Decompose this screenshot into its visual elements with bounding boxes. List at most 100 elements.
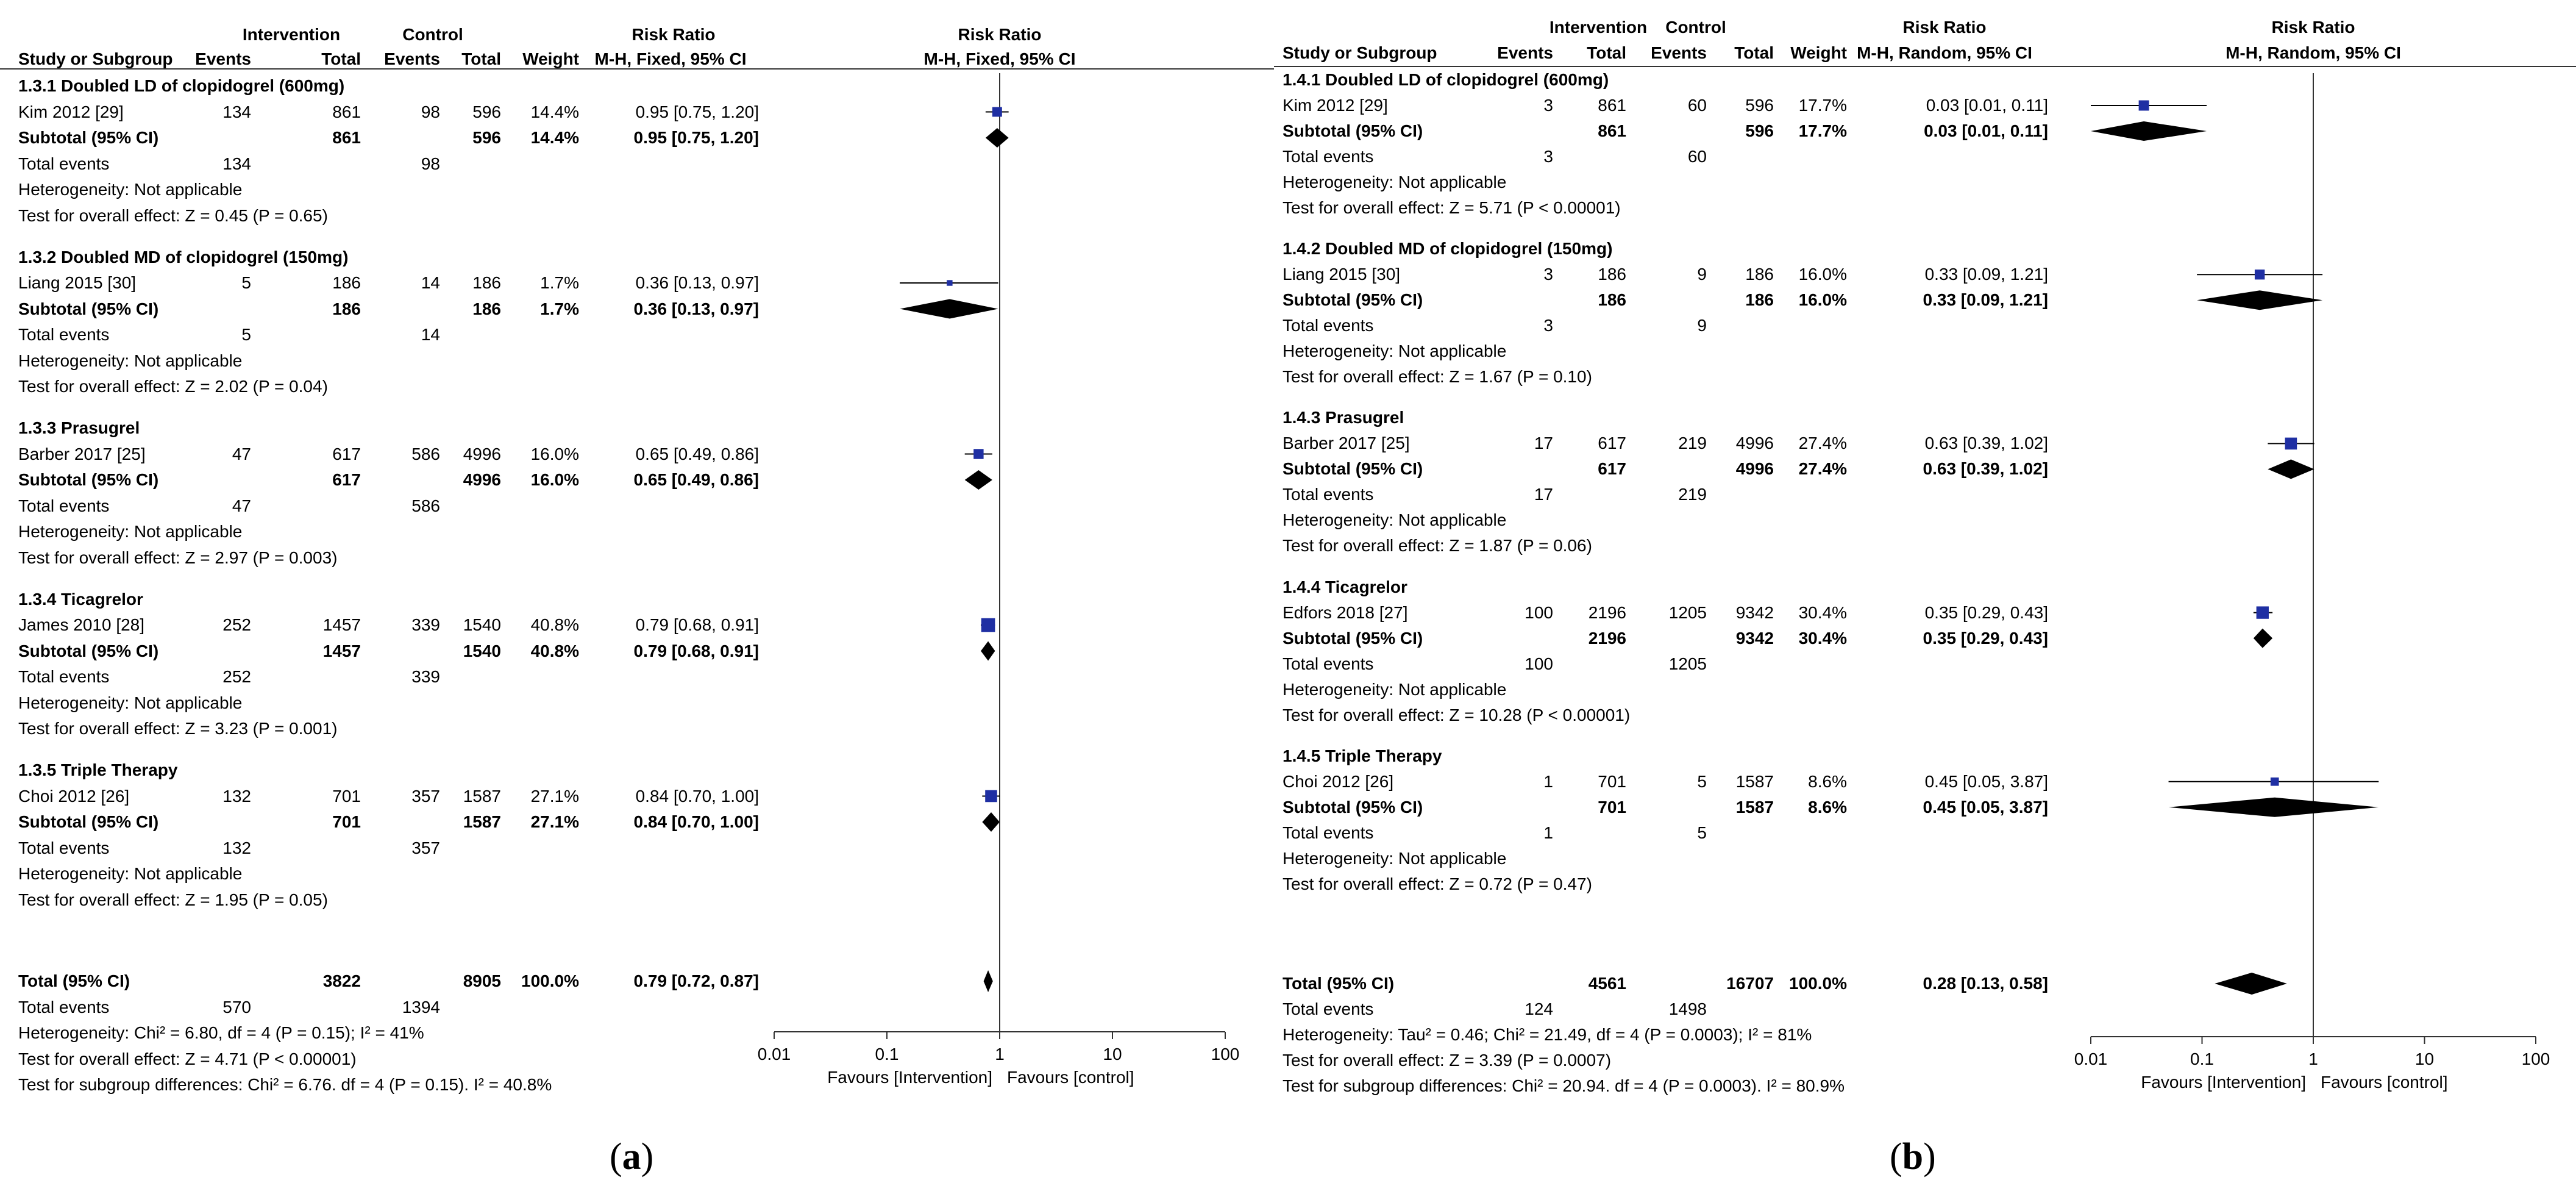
point-estimate-marker: [992, 107, 1002, 117]
panel-caption: (a): [610, 1135, 653, 1179]
header-total-control: Total: [1734, 43, 1774, 62]
header-study: Study or Subgroup: [1283, 43, 1437, 62]
study-name: Choi 2012 [26]: [1283, 771, 1394, 791]
subtotal-risk-ratio-ci: 0.84 [0.70, 1.00]: [633, 812, 759, 831]
subtotal-weight: 40.8%: [530, 641, 579, 660]
total-events-control: 9: [1697, 316, 1707, 335]
study-total-intervention: 186: [1598, 265, 1626, 284]
total-events-control: 98: [421, 154, 440, 173]
study-name: Kim 2012 [29]: [1283, 96, 1388, 115]
overall-effect-text: Test for overall effect: Z = 5.71 (P < 0…: [1283, 198, 1621, 217]
pooled-diamond: [2215, 973, 2287, 995]
caption-letter: a: [622, 1136, 641, 1178]
pooled-diamond: [2091, 121, 2207, 141]
study-total-control: 186: [472, 273, 501, 292]
study-risk-ratio-ci: 0.84 [0.70, 1.00]: [635, 786, 759, 806]
overall-events-control: 1498: [1668, 999, 1707, 1018]
favours-control-label: Favours [control]: [2321, 1073, 2448, 1092]
header-control: Control: [1665, 18, 1726, 37]
subtotal-weight: 14.4%: [530, 128, 579, 147]
subtotal-risk-ratio-ci: 0.95 [0.75, 1.20]: [633, 128, 759, 147]
subgroup-title: 1.4.5 Triple Therapy: [1283, 746, 1442, 765]
overall-total-intervention: 3822: [322, 971, 361, 990]
study-events-control: 1205: [1668, 602, 1707, 622]
study-risk-ratio-ci: 0.45 [0.05, 3.87]: [1924, 771, 2048, 791]
total-events-label: Total events: [1283, 147, 1374, 166]
total-events-label: Total events: [1283, 823, 1374, 842]
pooled-diamond: [2268, 459, 2314, 479]
study-events-control: 98: [421, 102, 440, 121]
header-intervention: Intervention: [1549, 18, 1648, 37]
subtotal-total-control: 1540: [463, 641, 501, 660]
overall-events-label: Total events: [1283, 999, 1374, 1018]
study-name: Liang 2015 [30]: [18, 273, 137, 292]
x-tick-label: 10: [2415, 1049, 2434, 1068]
header-risk-ratio: Risk Ratio: [632, 25, 716, 44]
study-events-control: 219: [1678, 434, 1707, 453]
subtotal-total-control: 596: [1745, 121, 1774, 140]
total-events-control: 219: [1678, 485, 1707, 504]
study-events-intervention: 132: [222, 786, 251, 806]
study-total-control: 9342: [1735, 602, 1774, 622]
subtotal-total-control: 1587: [1735, 797, 1774, 817]
header-control: Control: [402, 25, 463, 44]
total-events-control: 5: [1697, 823, 1707, 842]
subtotal-risk-ratio-ci: 0.36 [0.13, 0.97]: [633, 299, 759, 318]
overall-effect-text: Test for overall effect: Z = 1.87 (P = 0…: [1283, 536, 1592, 556]
study-total-intervention: 2196: [1588, 602, 1626, 622]
total-events-control: 357: [411, 838, 440, 857]
subtotal-label: Subtotal (95% CI): [18, 128, 159, 147]
overall-label: Total (95% CI): [18, 971, 130, 990]
point-estimate-marker: [2256, 606, 2269, 619]
heterogeneity-text: Heterogeneity: Not applicable: [1283, 848, 1507, 868]
subtotal-label: Subtotal (95% CI): [1283, 290, 1423, 310]
subtotal-total-intervention: 617: [1598, 459, 1626, 479]
pooled-diamond: [982, 812, 1000, 832]
point-estimate-marker: [947, 280, 953, 286]
overall-effect-text: Test for overall effect: Z = 1.95 (P = 0…: [18, 890, 328, 909]
subgroup-title: 1.4.4 Ticagrelor: [1283, 577, 1407, 596]
study-weight: 17.7%: [1798, 96, 1847, 115]
study-name: Edfors 2018 [27]: [1283, 602, 1408, 622]
total-events-label: Total events: [18, 325, 110, 344]
study-risk-ratio-ci: 0.36 [0.13, 0.97]: [635, 273, 759, 292]
overall-effect-text: Test for overall effect: Z = 0.72 (P = 0…: [1283, 874, 1592, 893]
pooled-diamond: [981, 641, 995, 661]
study-events-control: 357: [411, 786, 440, 806]
overall-effect-text: Test for overall effect: Z = 10.28 (P < …: [1283, 705, 1631, 724]
header-events-control: Events: [1651, 43, 1707, 62]
study-events-intervention: 17: [1534, 434, 1553, 453]
study-events-control: 60: [1687, 96, 1707, 115]
total-events-label: Total events: [1283, 654, 1374, 673]
x-tick-label: 0.1: [875, 1045, 899, 1064]
study-weight: 27.4%: [1798, 434, 1847, 453]
overall-weight: 100.0%: [521, 971, 579, 990]
subtotal-weight: 16.0%: [530, 470, 579, 489]
x-tick-label: 1: [995, 1045, 1005, 1064]
heterogeneity-text: Heterogeneity: Not applicable: [1283, 341, 1507, 361]
heterogeneity-text: Heterogeneity: Not applicable: [18, 864, 243, 883]
caption-letter: b: [1902, 1136, 1924, 1178]
overall-effect-test: Test for overall effect: Z = 3.39 (P = 0…: [1283, 1051, 1612, 1070]
subtotal-risk-ratio-ci: 0.35 [0.29, 0.43]: [1923, 628, 2048, 648]
total-events-control: 1205: [1668, 654, 1707, 673]
pooled-diamond: [2168, 797, 2379, 817]
study-weight: 16.0%: [1798, 265, 1847, 284]
subgroup-differences-test: Test for subgroup differences: Chi² = 6.…: [18, 1075, 552, 1094]
caption-paren-open: (: [610, 1136, 622, 1178]
heterogeneity-text: Heterogeneity: Not applicable: [1283, 173, 1507, 191]
subgroup-title: 1.3.2 Doubled MD of clopidogrel (150mg): [18, 247, 349, 266]
study-events-intervention: 3: [1543, 96, 1553, 115]
overall-effect-text: Test for overall effect: Z = 2.02 (P = 0…: [18, 377, 328, 396]
favours-control-label: Favours [control]: [1007, 1068, 1134, 1087]
subtotal-total-intervention: 861: [332, 128, 361, 147]
x-tick-label: 100: [1211, 1045, 1240, 1064]
subgroup-differences-test: Test for subgroup differences: Chi² = 20…: [1283, 1076, 1845, 1095]
total-events-label: Total events: [18, 154, 110, 173]
study-events-intervention: 252: [222, 615, 251, 634]
study-events-control: 14: [421, 273, 440, 292]
subtotal-label: Subtotal (95% CI): [18, 641, 159, 660]
overall-weight: 100.0%: [1789, 974, 1847, 993]
forest-plot-panel-b: Intervention Control Risk Ratio Risk Ratio S…: [1274, 0, 2576, 1194]
header-total-control: Total: [461, 49, 501, 68]
